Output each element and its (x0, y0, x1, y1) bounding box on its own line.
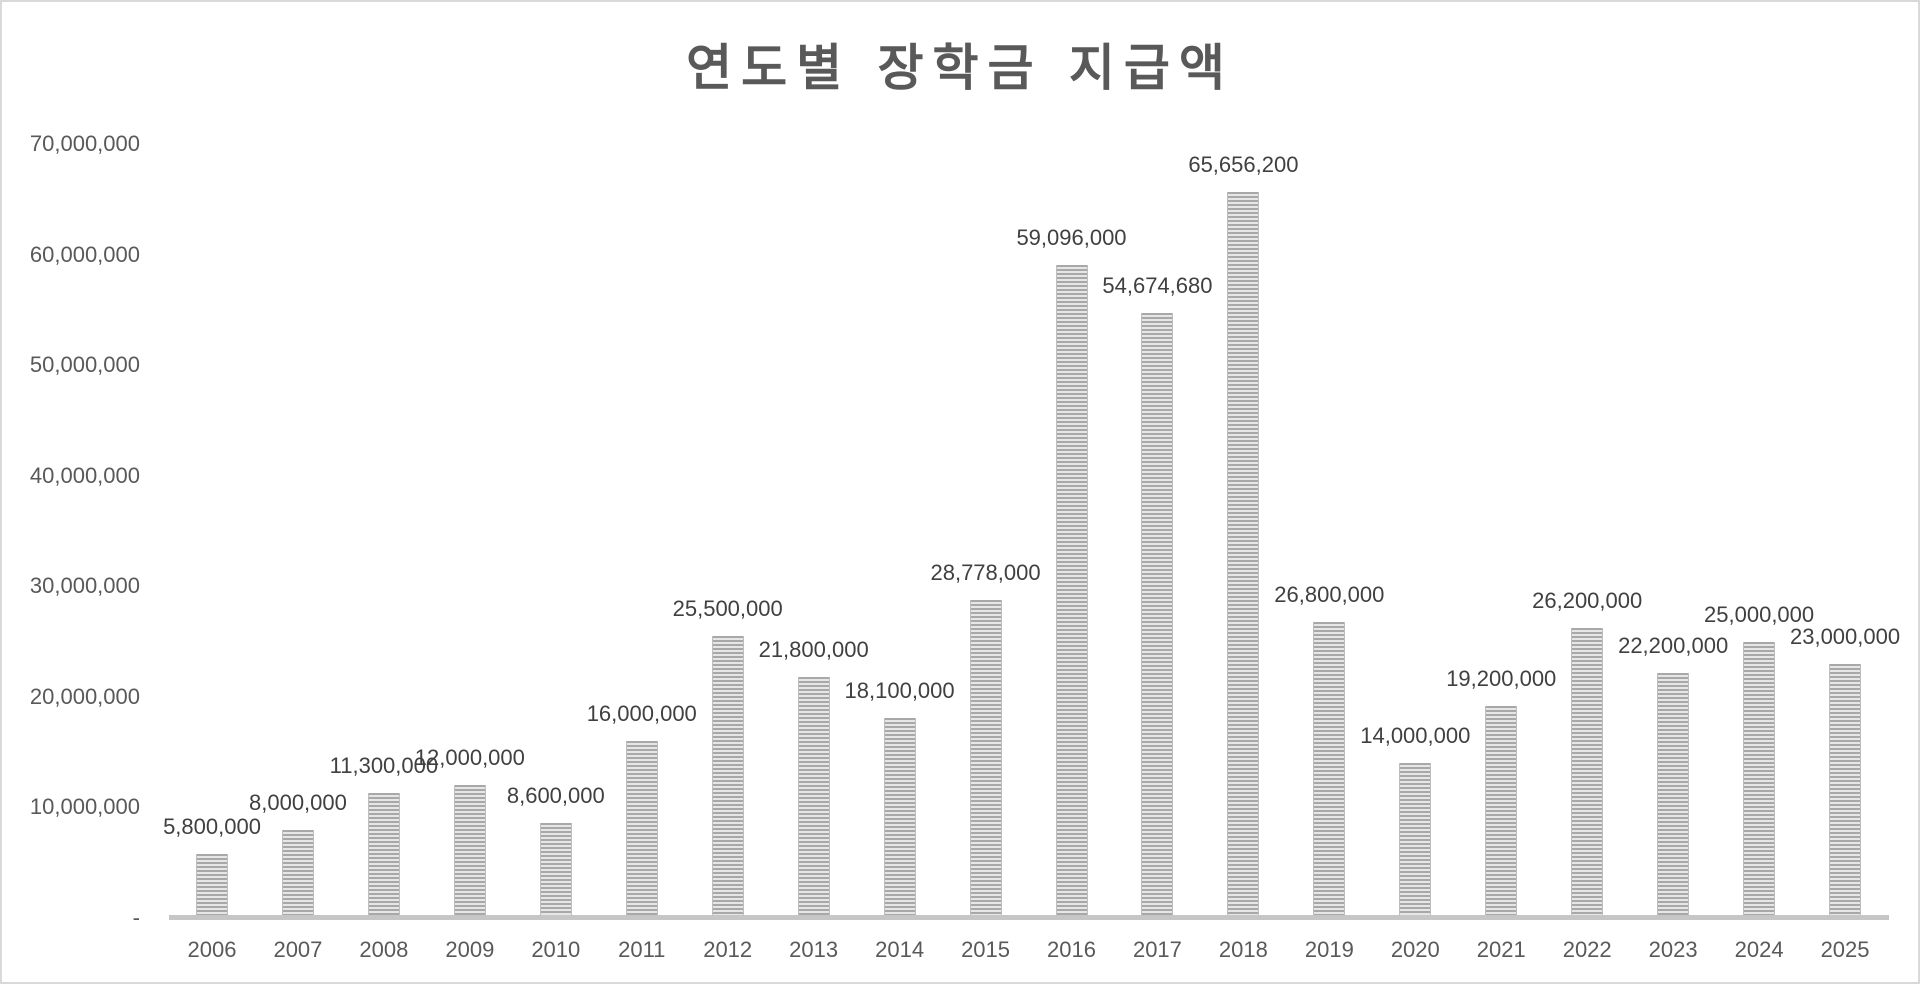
x-tick-label: 2019 (1304, 937, 1354, 962)
bar-2010[interactable] (539, 822, 572, 918)
x-tick-label: 2006 (187, 937, 237, 962)
y-tick-label: 10,000,000 (29, 794, 140, 820)
bar-2015[interactable] (969, 599, 1002, 918)
x-tick-label: 2012 (703, 937, 753, 962)
bar-2007[interactable] (281, 829, 314, 918)
y-tick-label: 60,000,000 (29, 241, 140, 267)
x-tick-label: 2021 (1476, 937, 1526, 962)
x-tick-label: 2020 (1390, 937, 1440, 962)
bar-2006[interactable] (196, 853, 228, 918)
data-label: 8,000,000 (249, 789, 347, 815)
bar-2024[interactable] (1743, 641, 1776, 918)
y-tick-label: 20,000,000 (29, 683, 140, 709)
data-label: 22,200,000 (1618, 632, 1729, 658)
data-label: 23,000,000 (1789, 623, 1901, 649)
x-tick-label: 2016 (1047, 937, 1096, 962)
data-label: 54,674,680 (1102, 273, 1213, 299)
x-tick-label: 2014 (875, 937, 925, 962)
data-label: 5,800,000 (163, 813, 261, 839)
bar-2019[interactable] (1313, 621, 1346, 918)
bar-2023[interactable] (1657, 672, 1690, 918)
y-tick-label: 30,000,000 (29, 573, 140, 599)
x-tick-label: 2007 (273, 937, 323, 962)
x-axis-line (169, 915, 1889, 920)
data-label: 26,200,000 (1532, 588, 1643, 614)
data-label: 21,800,000 (758, 636, 869, 662)
bar-2021[interactable] (1485, 705, 1518, 918)
x-tick-label: 2022 (1562, 937, 1612, 962)
bar-2011[interactable] (625, 741, 658, 918)
bar-2014[interactable] (883, 717, 916, 918)
x-tick-label: 2008 (359, 937, 409, 962)
bar-2016[interactable] (1055, 264, 1088, 918)
bar-2020[interactable] (1399, 763, 1432, 918)
data-label: 8,600,000 (506, 782, 605, 808)
data-label: 12,000,000 (414, 745, 525, 771)
x-tick-label: 2013 (789, 937, 839, 962)
x-tick-label: 2009 (445, 937, 495, 962)
y-tick-label: 50,000,000 (29, 352, 140, 378)
data-label: 19,200,000 (1446, 665, 1557, 691)
bar-2013[interactable] (797, 676, 830, 918)
x-tick-label: 2025 (1820, 937, 1870, 962)
data-label: 26,800,000 (1274, 581, 1385, 607)
data-label: 11,300,000 (329, 753, 439, 779)
data-label: 59,096,000 (1016, 224, 1127, 250)
x-tick-label: 2018 (1218, 937, 1268, 962)
x-tick-label: 2015 (961, 937, 1011, 962)
data-label: 18,100,000 (844, 677, 955, 703)
chart-title: 연도별 장학금 지급액 (686, 39, 1234, 97)
data-label: 14,000,000 (1360, 723, 1471, 749)
data-label: 16,000,000 (586, 701, 697, 727)
x-tick-label: 2024 (1734, 937, 1784, 962)
data-label: 25,000,000 (1704, 601, 1815, 627)
y-tick-label: 70,000,000 (29, 131, 140, 156)
x-tick-label: 2010 (531, 937, 581, 962)
x-tick-label: 2011 (618, 937, 666, 962)
y-tick-label: 40,000,000 (29, 462, 140, 488)
bar-2008[interactable] (367, 793, 400, 918)
data-label: 25,500,000 (672, 596, 783, 622)
x-tick-label: 2017 (1132, 937, 1182, 962)
bar-2012[interactable] (711, 636, 744, 918)
x-tick-label: 2023 (1648, 937, 1698, 962)
y-tick-label: - (132, 905, 140, 930)
bar-2018[interactable] (1227, 192, 1260, 918)
data-label: 65,656,200 (1188, 152, 1299, 178)
bar-2009[interactable] (453, 785, 486, 918)
bar-2025[interactable] (1829, 663, 1862, 918)
bar-2017[interactable] (1141, 313, 1174, 918)
data-label: 28,778,000 (930, 559, 1041, 585)
bar-2022[interactable] (1571, 628, 1604, 918)
